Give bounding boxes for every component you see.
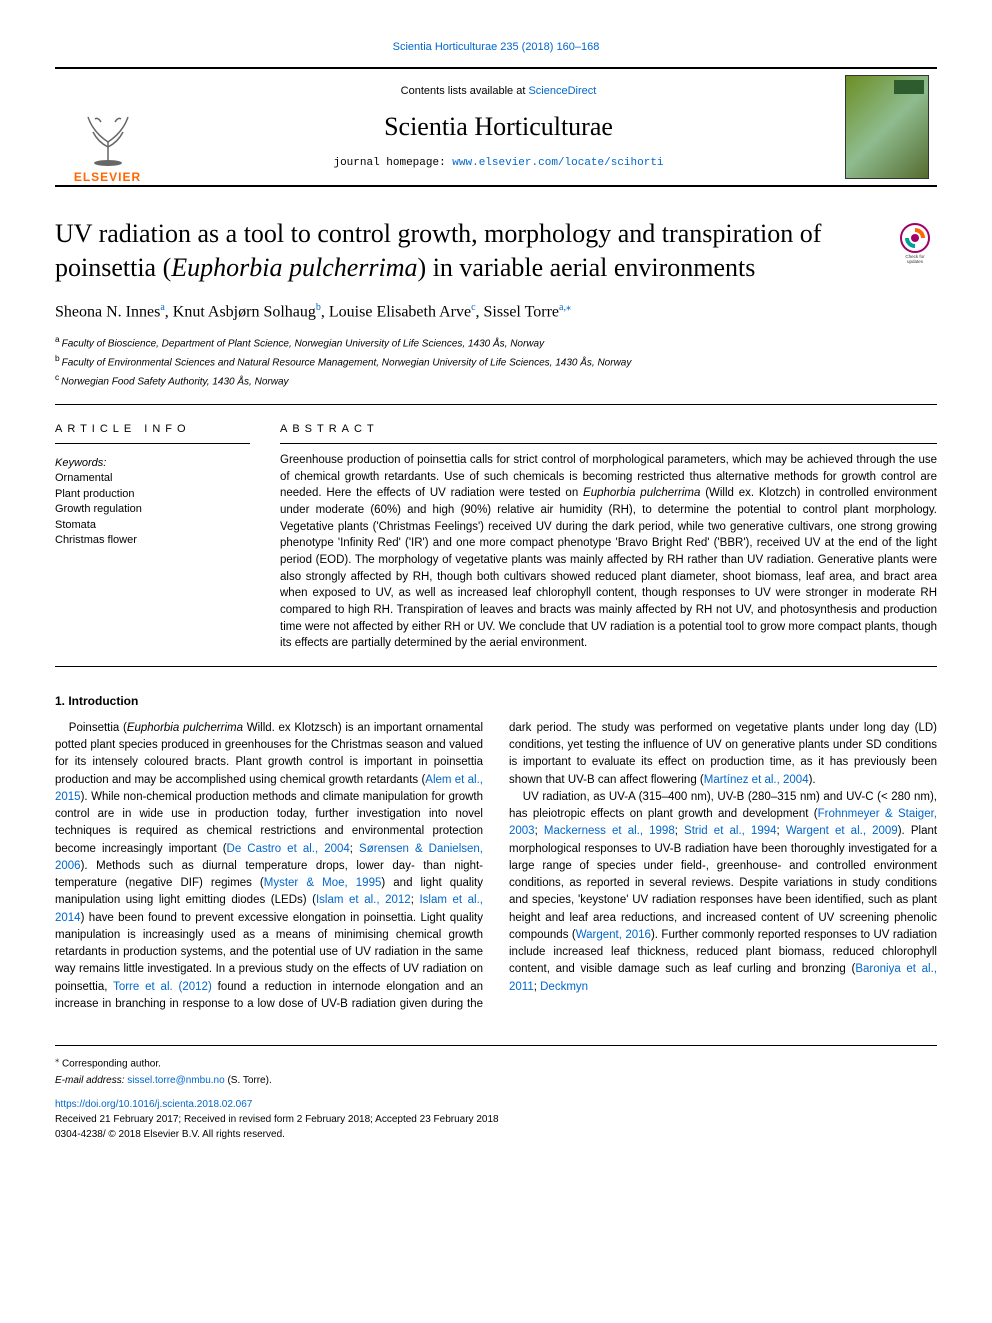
p1-j: ). [809,774,816,786]
author-list: Sheona N. Innesa, Knut Asbjørn Solhaugb,… [55,301,937,324]
article-info-heading: ARTICLE INFO [55,422,250,444]
footnotes-block: ⁎ Corresponding author. E-mail address: … [55,1045,937,1087]
journal-homepage-line: journal homepage: www.elsevier.com/locat… [160,156,837,171]
cite-mackerness-1998[interactable]: Mackerness et al., 1998 [544,825,675,837]
sciencedirect-link[interactable]: ScienceDirect [528,85,596,97]
p2-b: ; [535,825,544,837]
article-title: UV radiation as a tool to control growth… [55,217,881,285]
author-1: Sheona N. Innes [55,303,160,320]
keyword-5: Christmas flower [55,533,250,548]
intro-para-2: UV radiation, as UV-A (315–400 nm), UV-B… [509,789,937,996]
cite-deckmyn[interactable]: Deckmyn [540,981,588,993]
keyword-1: Ornamental [55,471,250,486]
cite-myster-1995[interactable]: Myster & Moe, 1995 [264,877,382,889]
svg-text:updates: updates [907,259,924,264]
author-2: Knut Asbjørn Solhaug [173,303,316,320]
cite-strid-1994[interactable]: Strid et al., 1994 [684,825,776,837]
title-italic-species: Euphorbia pulcherrima [171,253,417,282]
header-citation-link[interactable]: Scientia Horticulturae 235 (2018) 160–16… [393,41,600,53]
p2-d: ; [777,825,786,837]
cite-torre-2012[interactable]: Torre et al. (2012) [113,981,212,993]
p1-a: Poinsettia ( [69,722,127,734]
affiliations: aFaculty of Bioscience, Department of Pl… [55,334,937,390]
cite-islam-2012[interactable]: Islam et al., 2012 [316,894,411,906]
keyword-3: Growth regulation [55,502,250,517]
aff-a-sup: a [55,334,60,344]
publisher-logo-cell: ELSEVIER [55,69,160,185]
email-line: E-mail address: sissel.torre@nmbu.no (S.… [55,1074,937,1088]
footer-block: https://doi.org/10.1016/j.scienta.2018.0… [55,1098,937,1142]
received-line: Received 21 February 2017; Received in r… [55,1113,937,1127]
cite-wargent-2016[interactable]: Wargent, 2016 [576,929,651,941]
aff-a-text: Faculty of Bioscience, Department of Pla… [62,338,544,349]
divider-bottom [55,666,937,667]
corresponding-author-note: ⁎ Corresponding author. [55,1054,937,1071]
keyword-2: Plant production [55,487,250,502]
p2-c: ; [675,825,684,837]
cite-wargent-2009[interactable]: Wargent et al., 2009 [786,825,898,837]
author-4-corr[interactable]: ⁎ [566,302,571,313]
journal-cover-thumbnail [845,75,929,179]
check-for-updates-badge[interactable]: Check for updates [893,220,937,264]
body-two-column: Poinsettia (Euphorbia pulcherrima Willd.… [55,720,937,1013]
keywords-label: Keywords: [55,456,250,471]
masthead-center: Contents lists available at ScienceDirec… [160,69,837,185]
abstract-post: (Willd ex. Klotzch) in controlled enviro… [280,487,937,649]
journal-masthead: ELSEVIER Contents lists available at Sci… [55,67,937,187]
abstract-block: ABSTRACT Greenhouse production of poinse… [280,419,937,652]
affiliation-c: cNorwegian Food Safety Authority, 1430 Å… [55,372,937,389]
p1-species: Euphorbia pulcherrima [127,722,243,734]
elsevier-wordmark: ELSEVIER [74,169,141,186]
abstract-heading: ABSTRACT [280,422,937,444]
journal-cover-cell [837,69,937,185]
doi-line: https://doi.org/10.1016/j.scienta.2018.0… [55,1098,937,1112]
doi-link[interactable]: https://doi.org/10.1016/j.scienta.2018.0… [55,1099,252,1110]
title-part2: ) in variable aerial environments [418,253,756,282]
contents-available-line: Contents lists available at ScienceDirec… [160,84,837,99]
section-1-heading: 1. Introduction [55,693,937,710]
author-1-aff[interactable]: a [160,302,164,313]
author-3-aff[interactable]: c [471,302,475,313]
divider-top [55,404,937,405]
affiliation-a: aFaculty of Bioscience, Department of Pl… [55,334,937,351]
elsevier-tree-icon [73,107,143,167]
article-info-block: ARTICLE INFO Keywords: Ornamental Plant … [55,419,250,652]
aff-b-sup: b [55,353,60,363]
corr-email-link[interactable]: sissel.torre@nmbu.no [127,1075,224,1086]
corr-marker: ⁎ [55,1054,59,1064]
copyright-line: 0304-4238/ © 2018 Elsevier B.V. All righ… [55,1128,937,1142]
journal-homepage-link[interactable]: www.elsevier.com/locate/scihorti [452,157,663,169]
aff-c-sup: c [55,372,59,382]
abstract-text: Greenhouse production of poinsettia call… [280,452,937,652]
keyword-4: Stomata [55,518,250,533]
email-label: E-mail address: [55,1075,124,1086]
abstract-species-italic: Euphorbia pulcherrima [583,487,700,499]
cite-martinez-2004[interactable]: Martínez et al., 2004 [704,774,809,786]
cite-decastro-2004[interactable]: De Castro et al., 2004 [227,843,350,855]
aff-c-text: Norwegian Food Safety Authority, 1430 Ås… [61,377,288,388]
p1-d: ; [350,843,359,855]
contents-prefix: Contents lists available at [401,85,529,97]
header-citation: Scientia Horticulturae 235 (2018) 160–16… [55,40,937,55]
affiliation-b: bFaculty of Environmental Sciences and N… [55,353,937,370]
aff-b-text: Faculty of Environmental Sciences and Na… [62,357,632,368]
corr-text: Corresponding author. [62,1059,161,1070]
title-row: UV radiation as a tool to control growth… [55,217,937,285]
journal-name: Scientia Horticulturae [160,109,837,145]
author-3: Louise Elisabeth Arve [329,303,471,320]
homepage-prefix: journal homepage: [333,157,452,169]
email-suffix: (S. Torre). [225,1075,272,1086]
author-4: Sissel Torre [484,303,559,320]
author-4-aff[interactable]: a, [559,302,566,313]
info-abstract-row: ARTICLE INFO Keywords: Ornamental Plant … [55,419,937,652]
author-2-aff[interactable]: b [316,302,321,313]
p2-e: ). Plant morphological responses to UV-B… [509,825,937,941]
elsevier-logo: ELSEVIER [63,95,153,185]
